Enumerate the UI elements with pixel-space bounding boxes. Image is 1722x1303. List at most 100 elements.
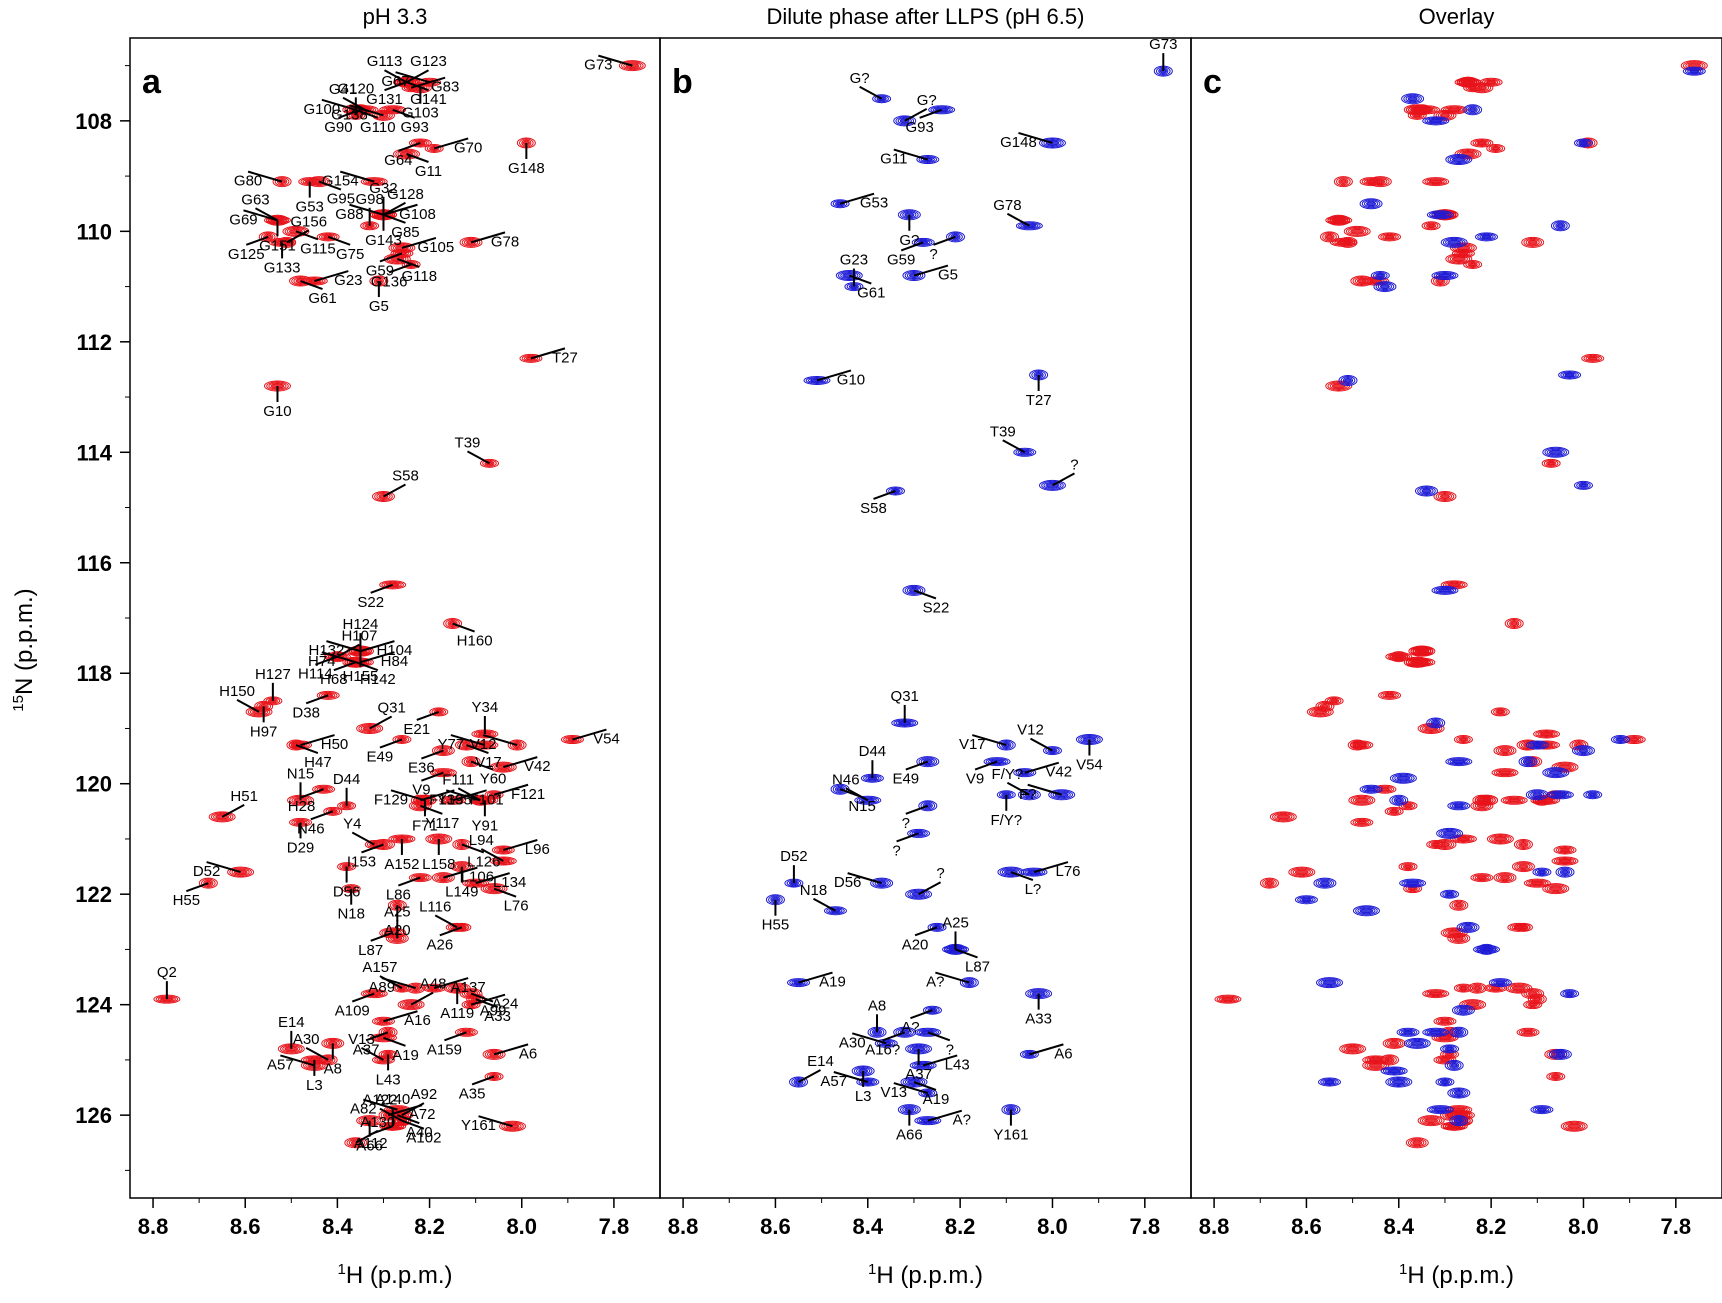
label-leader bbox=[478, 1115, 513, 1128]
peak-contour bbox=[789, 1076, 809, 1088]
label-leader bbox=[321, 651, 357, 664]
peak-contour bbox=[1422, 116, 1450, 126]
peak-contour bbox=[791, 980, 806, 986]
peak-contour bbox=[1449, 802, 1469, 810]
peak-core bbox=[1389, 1041, 1400, 1046]
peak-contour bbox=[1555, 866, 1575, 878]
peak-contour bbox=[1294, 895, 1318, 905]
label-leader bbox=[361, 843, 384, 854]
peak-contour bbox=[1424, 990, 1448, 998]
peak-core bbox=[1519, 925, 1528, 930]
peak-contour bbox=[1687, 68, 1702, 74]
x-tick-label: 8.2 bbox=[1476, 1214, 1507, 1239]
peak-contour bbox=[893, 115, 917, 127]
nmr-peak bbox=[1422, 1027, 1450, 1037]
peak-contour bbox=[1412, 646, 1432, 656]
label-leader bbox=[503, 839, 538, 851]
y-tick-label: 110 bbox=[77, 219, 113, 244]
peak-contour bbox=[1546, 448, 1565, 456]
label-leader bbox=[336, 643, 360, 658]
peak-label: G98 bbox=[355, 191, 383, 208]
peak-contour bbox=[1437, 1057, 1453, 1063]
peak-contour bbox=[906, 586, 922, 594]
peak-contour bbox=[1557, 867, 1573, 877]
nmr-peak bbox=[1426, 717, 1446, 729]
peak-contour bbox=[1562, 372, 1577, 378]
peak-contour bbox=[1320, 231, 1340, 243]
peak-label: F101 bbox=[470, 791, 504, 808]
peak-contour bbox=[916, 155, 940, 165]
peak-contour bbox=[1306, 706, 1334, 718]
peak-contour bbox=[1359, 177, 1383, 187]
peak-contour bbox=[1506, 619, 1522, 629]
peak-contour bbox=[1474, 802, 1489, 810]
nmr-peak bbox=[1352, 905, 1380, 917]
peak-contour bbox=[422, 983, 446, 993]
peak-contour bbox=[1453, 901, 1464, 909]
peak-contour bbox=[1373, 272, 1388, 280]
peak-contour bbox=[1412, 112, 1423, 118]
peak-contour bbox=[1551, 1049, 1570, 1059]
peak-label: Y117 bbox=[425, 815, 459, 832]
x-tick-label: 8.4 bbox=[852, 1214, 883, 1239]
peak-core bbox=[1512, 985, 1525, 991]
peak-label: G141 bbox=[410, 91, 447, 108]
peak-contour bbox=[911, 830, 926, 836]
peak-label: A? bbox=[953, 1112, 971, 1129]
peak-contour bbox=[1433, 1055, 1457, 1065]
peak-contour bbox=[1352, 818, 1372, 826]
peak-label: ? bbox=[936, 865, 944, 882]
peak-contour bbox=[1342, 376, 1354, 384]
label-leader bbox=[370, 583, 394, 594]
peak-label: G80 bbox=[234, 173, 262, 190]
peak-contour bbox=[1449, 1061, 1460, 1069]
peak-contour bbox=[1560, 989, 1580, 999]
label-leader bbox=[470, 993, 506, 1006]
label-leader bbox=[355, 108, 379, 119]
peak-contour bbox=[1015, 448, 1035, 456]
peak-contour bbox=[403, 260, 419, 268]
peak-label: D56 bbox=[333, 884, 361, 901]
peak-contour bbox=[1375, 273, 1386, 279]
peak-contour bbox=[464, 879, 487, 887]
peak-contour bbox=[1527, 1002, 1538, 1008]
nmr-peak bbox=[1380, 1066, 1408, 1076]
peak-label: D44 bbox=[333, 771, 361, 788]
peak-contour bbox=[1350, 817, 1374, 827]
peak-contour bbox=[1470, 82, 1494, 94]
peak-contour bbox=[900, 1076, 928, 1088]
peak-contour bbox=[399, 77, 414, 87]
nmr-peak bbox=[1431, 585, 1459, 595]
peak-label: E36 bbox=[408, 760, 435, 777]
x-axis-label: 1H (p.p.m.) bbox=[337, 1261, 452, 1289]
peak-core bbox=[1416, 648, 1427, 654]
peak-contour bbox=[484, 1049, 504, 1059]
peak-contour bbox=[316, 690, 340, 700]
peak-core bbox=[1454, 1030, 1463, 1035]
peak-contour bbox=[426, 144, 442, 152]
peak-contour bbox=[395, 149, 418, 159]
peak-core bbox=[1356, 820, 1367, 825]
peak-label: A152 bbox=[384, 856, 419, 873]
peak-contour bbox=[1491, 979, 1510, 987]
peak-contour bbox=[316, 786, 331, 792]
peak-contour bbox=[247, 707, 271, 717]
peak-contour bbox=[950, 233, 961, 241]
peak-contour bbox=[1341, 1044, 1364, 1054]
nmr-peak bbox=[1449, 1115, 1469, 1127]
label-leader bbox=[905, 760, 929, 771]
peak-contour bbox=[383, 107, 402, 113]
peak-contour bbox=[1417, 486, 1436, 496]
nmr-peak bbox=[1410, 645, 1434, 657]
label-leader bbox=[401, 236, 437, 249]
peak-label: D52 bbox=[780, 848, 808, 865]
peak-contour bbox=[897, 1028, 912, 1036]
peak-contour bbox=[1513, 838, 1533, 850]
peak-contour bbox=[1497, 747, 1513, 755]
peak-contour bbox=[1456, 984, 1471, 992]
label-leader bbox=[466, 744, 489, 754]
peak-contour bbox=[1318, 1077, 1342, 1087]
peak-contour bbox=[1327, 216, 1351, 224]
peak-contour bbox=[563, 736, 582, 744]
peak-label: A8 bbox=[868, 997, 886, 1014]
